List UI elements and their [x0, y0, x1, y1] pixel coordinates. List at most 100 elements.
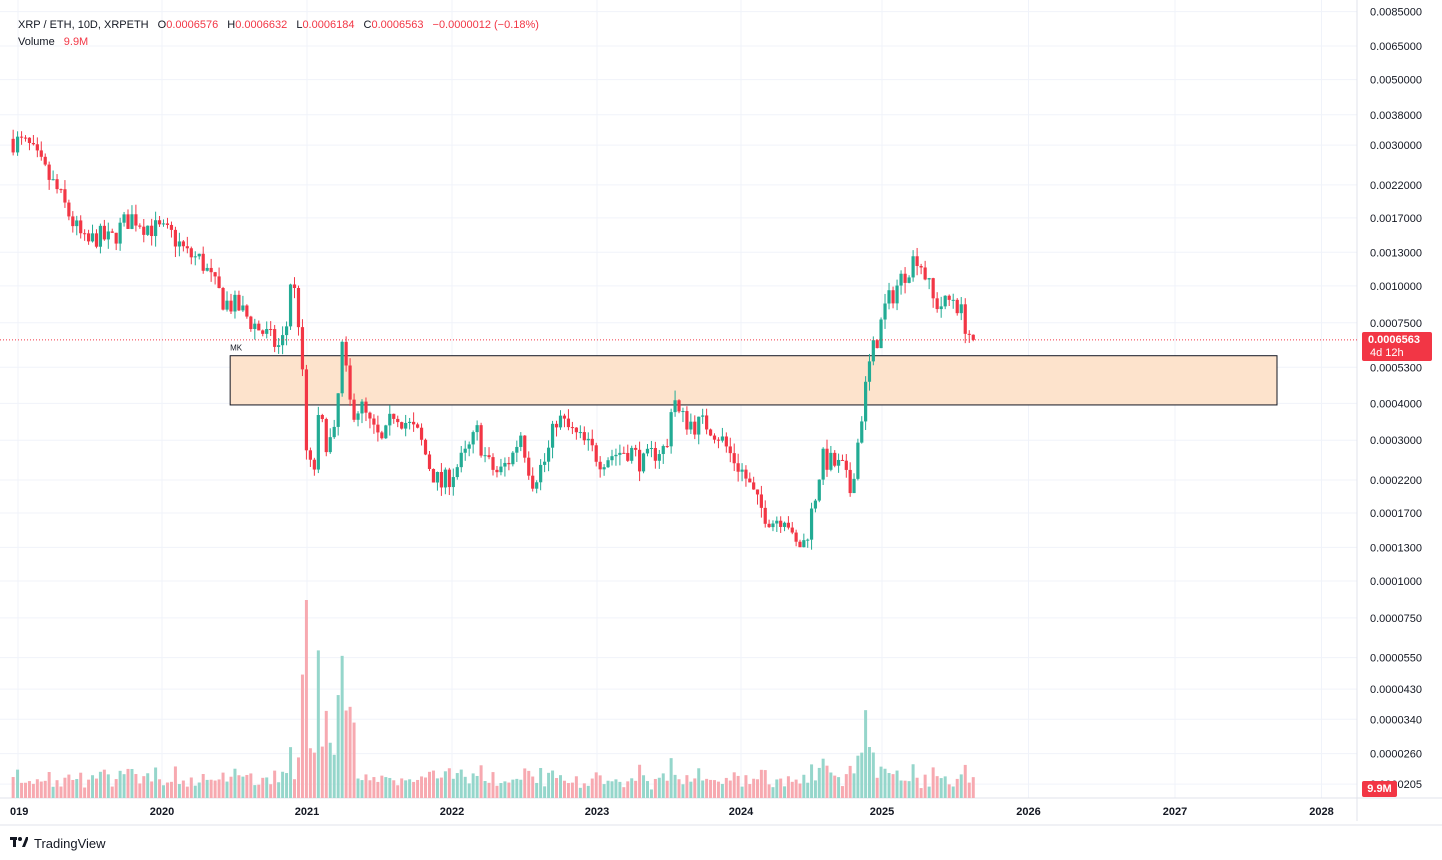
candle-body	[971, 334, 975, 340]
volume-bar	[31, 783, 35, 798]
candle-body	[653, 448, 657, 461]
volume-bar	[491, 772, 495, 798]
volume-bar	[590, 778, 594, 798]
candle-body	[677, 400, 681, 412]
candle-body	[388, 413, 392, 426]
volume-bar	[177, 784, 181, 798]
candle-body	[237, 294, 241, 311]
volume-bar	[562, 780, 566, 798]
candle-body	[63, 189, 67, 203]
volume-bar	[483, 781, 487, 798]
candle-body	[790, 527, 794, 533]
candle-body	[895, 285, 899, 304]
volume-bar	[165, 782, 169, 798]
candle-body	[967, 333, 971, 335]
volume-bar	[249, 773, 253, 798]
volume-bar	[939, 778, 943, 798]
candle-body	[241, 305, 245, 311]
candle-body	[786, 522, 791, 528]
volume-bar	[527, 770, 531, 798]
volume-bar	[320, 746, 324, 798]
volume-label[interactable]: Volume	[18, 36, 55, 48]
mk-zone-label: MK	[230, 344, 243, 353]
volume-bar	[535, 782, 539, 798]
volume-bar	[697, 768, 701, 798]
candle-body	[755, 489, 760, 495]
volume-bar	[241, 776, 245, 798]
volume-bar	[899, 780, 903, 798]
volume-bar	[59, 786, 63, 798]
volume-bar	[763, 770, 767, 798]
y-tick-label: 0.0000750	[1370, 613, 1422, 625]
volume-row: Volume 9.9M	[18, 34, 539, 51]
candle-body	[641, 453, 646, 472]
volume-bar	[400, 778, 404, 798]
candle-body	[527, 457, 531, 476]
candle-body	[146, 225, 150, 235]
close-value: 0.0006563	[371, 19, 424, 31]
candle-body	[645, 448, 650, 454]
volume-bar	[16, 769, 20, 798]
x-tick-label: 2020	[150, 806, 174, 818]
volume-bar	[709, 779, 713, 798]
candle-body	[384, 425, 388, 439]
volume-bar	[213, 780, 217, 798]
candle-body	[126, 214, 130, 229]
volume-bar	[43, 780, 47, 798]
volume-bar	[205, 779, 209, 798]
volume-bar	[118, 770, 122, 798]
candle-body	[813, 500, 818, 509]
tradingview-logo[interactable]: TradingView	[10, 833, 106, 853]
volume-bar	[316, 650, 320, 798]
candle-body	[606, 460, 610, 468]
candle-body	[763, 507, 767, 524]
volume-bar	[539, 768, 543, 798]
candle-body	[67, 202, 71, 217]
volume-bar	[705, 778, 709, 798]
volume-bar	[951, 786, 955, 798]
candle-body	[550, 423, 555, 448]
candle-body	[582, 432, 586, 441]
candle-body	[150, 225, 154, 237]
volume-bar	[455, 773, 459, 798]
candle-body	[165, 223, 170, 225]
candle-body	[451, 477, 455, 488]
volume-bar	[217, 779, 221, 798]
candle-body	[161, 223, 166, 225]
volume-bar	[304, 600, 308, 798]
volume-bar	[209, 779, 213, 798]
volume-bar	[348, 706, 352, 798]
volume-bar	[328, 742, 332, 798]
candle-body	[574, 427, 578, 433]
candle-body	[59, 189, 63, 191]
volume-bar	[404, 780, 408, 798]
candle-body	[336, 393, 340, 427]
y-tick-label: 0.0001000	[1370, 576, 1422, 588]
candle-body	[364, 401, 368, 413]
volume-bar	[779, 778, 783, 798]
candle-body	[867, 361, 872, 382]
volume-bar	[416, 779, 420, 798]
y-tick-label: 0.0002200	[1370, 475, 1422, 487]
y-tick-label: 0.0010000	[1370, 281, 1422, 293]
candle-body	[169, 224, 174, 230]
symbol-label[interactable]: XRP / ETH, 10D, XRPETH	[18, 19, 149, 31]
volume-bar	[759, 769, 763, 798]
volume-bar	[277, 782, 281, 798]
volume-bar	[543, 786, 547, 798]
candle-body	[225, 300, 229, 310]
volume-bar	[91, 775, 95, 798]
x-tick-label: 2026	[1016, 806, 1040, 818]
volume-bar	[673, 774, 677, 798]
candle-body	[181, 241, 185, 247]
volume-bar	[661, 773, 665, 798]
volume-bar	[285, 773, 289, 798]
volume-bar	[408, 779, 412, 798]
candle-body	[685, 411, 689, 430]
candle-body	[360, 401, 364, 414]
candle-body	[744, 469, 748, 479]
volume-bar	[396, 785, 400, 798]
volume-bar	[813, 780, 817, 798]
volume-bar	[308, 748, 312, 798]
